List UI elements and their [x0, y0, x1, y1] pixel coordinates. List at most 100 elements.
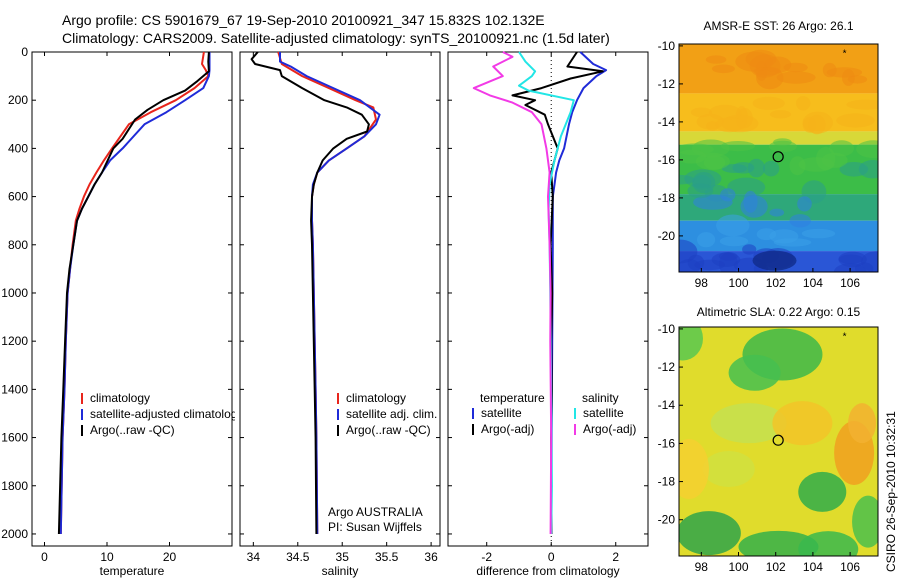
salinity-series-satellite-adj-clim- [279, 52, 381, 535]
sst-map-texture [846, 99, 878, 110]
sla-map-xtick-label: 106 [840, 560, 860, 574]
depth-tick-label: 600 [8, 190, 28, 204]
sst-map-texture [855, 262, 874, 272]
difference-series-salinity-argo-adj- [472, 51, 553, 535]
sst-map-ytick-label: -18 [658, 191, 676, 205]
salinity-xtick-label: 35.5 [375, 550, 399, 564]
float-pi-annotation: PI: Susan Wijffels [328, 520, 422, 534]
sst-map-field [679, 44, 878, 272]
depth-tick-label: 1200 [1, 334, 28, 348]
salinity-series-climatology [277, 51, 377, 535]
difference-series-temperature-argo-adj- [511, 51, 604, 535]
sla-map-xtick-label: 98 [695, 560, 709, 574]
temperature-xlabel: temperature [100, 564, 165, 578]
sst-map-texture [773, 238, 812, 247]
depth-tick-label: 400 [8, 141, 28, 155]
sst-map-xtick-label: 100 [728, 276, 748, 290]
difference-xlabel: difference from climatology [476, 564, 619, 578]
sla-map-argo-marker [772, 434, 784, 446]
difference-xtick-label: 2 [612, 550, 619, 564]
sst-map-texture [752, 250, 797, 271]
sla-map-ytick-label: -18 [658, 475, 676, 489]
depth-tick-label: 1800 [1, 479, 28, 493]
sla-map-frame [678, 326, 879, 557]
temperature-frame [31, 51, 233, 547]
sst-map-panel: AMSR-E SST: 26 Argo: 26.1 98 100 102 104 106 -… [658, 19, 879, 290]
salinity-xtick-label: 34 [247, 550, 261, 564]
sst-map-texture [773, 138, 792, 147]
sla-map-texture [852, 495, 878, 548]
sla-map-xtick-label: 102 [766, 560, 786, 574]
sst-map-texture [719, 252, 738, 272]
sla-map-texture [772, 401, 833, 446]
sst-map-small-marker: * [843, 48, 847, 59]
sst-map-xtick-label: 102 [766, 276, 786, 290]
temperature-legend-label: Argo(..raw -QC) [90, 423, 175, 437]
sst-map-texture [747, 158, 766, 178]
sst-map-texture [687, 183, 714, 199]
sst-map-texture [789, 214, 811, 228]
sst-map-texture [742, 244, 757, 255]
sst-map-texture [801, 228, 836, 239]
sla-map-texture [798, 531, 859, 556]
temperature-xtick-label: 0 [41, 550, 48, 564]
sla-map-ytick-label: -10 [658, 322, 676, 336]
sla-map-xtick-label: 104 [803, 560, 823, 574]
difference-xtick-label: -2 [481, 550, 492, 564]
sst-map-texture [808, 114, 826, 135]
sla-map-field [679, 327, 878, 556]
temperature-legend-label: climatology [90, 391, 150, 405]
temperature-series-climatology [59, 51, 210, 535]
sst-map-texture [836, 113, 875, 128]
salinity-series-argo-raw-qc- [250, 51, 370, 535]
sst-map-texture [690, 107, 713, 118]
sst-map-frame [678, 43, 879, 273]
sst-map-band [679, 131, 878, 145]
sst-map-xtick-label: 104 [803, 276, 823, 290]
sst-map-texture [727, 177, 766, 197]
diff-legend-salinity-label: satellite [583, 406, 624, 420]
sst-map-texture [798, 157, 835, 172]
sst-map-xtick-label: 106 [840, 276, 860, 290]
sla-map-texture [848, 403, 877, 444]
temperature-legend-label: satellite-adjusted climatology [90, 407, 243, 421]
diff-legend-salinity-label: Argo(-adj) [583, 422, 636, 436]
depth-tick-label: 800 [8, 238, 28, 252]
diff-legend-temperature-title: temperature [480, 391, 545, 405]
salinity-xlabel: salinity [322, 564, 359, 578]
salinity-xtick-label: 35 [336, 550, 350, 564]
sst-map-texture [719, 236, 749, 247]
sst-map-texture [695, 152, 730, 170]
float-owner-annotation: Argo AUSTRALIA [328, 505, 423, 519]
sst-map-ytick-label: -10 [658, 39, 676, 53]
sla-map-ytick-label: -12 [658, 360, 676, 374]
sla-map-panel: Altimetric SLA: 0.22 Argo: 0.15 98 100 102 1… [658, 305, 879, 574]
sla-map-texture [679, 438, 709, 499]
sla-map-texture [728, 354, 781, 391]
salinity-legend-label: satellite adj. clim. [346, 407, 437, 421]
sst-map-texture [838, 254, 864, 264]
sla-map-ytick-label: -16 [658, 436, 676, 450]
sst-map-ytick-label: -16 [658, 153, 676, 167]
sst-map-texture [753, 67, 781, 76]
sst-map-texture [720, 188, 736, 202]
salinity-xtick-label: 36 [424, 550, 438, 564]
depth-tick-label: 1400 [1, 382, 28, 396]
depth-tick-label: 200 [8, 93, 28, 107]
sst-map-texture [822, 62, 837, 78]
depth-tick-label: 0 [21, 45, 28, 59]
sst-map-texture [716, 214, 750, 237]
salinity-frame [239, 51, 441, 547]
sla-map-title: Altimetric SLA: 0.22 Argo: 0.15 [697, 305, 861, 319]
sst-map-texture [679, 239, 698, 264]
difference-frame [447, 51, 649, 547]
sst-map-texture [708, 104, 742, 121]
sla-map-texture [798, 471, 847, 512]
sst-map-texture [762, 160, 780, 177]
sst-map-ytick-label: -20 [658, 229, 676, 243]
header-line-1: Argo profile: CS 5901679_67 19-Sep-2010 … [62, 12, 545, 28]
temperature-series-argo-raw-qc- [57, 51, 210, 535]
sla-map-ytick-label: -14 [658, 398, 676, 412]
